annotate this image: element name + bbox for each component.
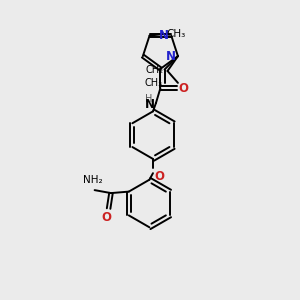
Text: O: O bbox=[154, 170, 164, 183]
Text: N: N bbox=[166, 50, 176, 63]
Text: O: O bbox=[178, 82, 188, 95]
Text: CH₃: CH₃ bbox=[166, 29, 185, 39]
Text: NH₂: NH₂ bbox=[83, 175, 103, 185]
Text: H: H bbox=[145, 94, 152, 104]
Text: CH₃: CH₃ bbox=[145, 78, 163, 88]
Text: CH₂: CH₂ bbox=[145, 64, 163, 74]
Text: O: O bbox=[101, 211, 111, 224]
Text: N: N bbox=[145, 98, 154, 111]
Text: N: N bbox=[159, 29, 169, 42]
